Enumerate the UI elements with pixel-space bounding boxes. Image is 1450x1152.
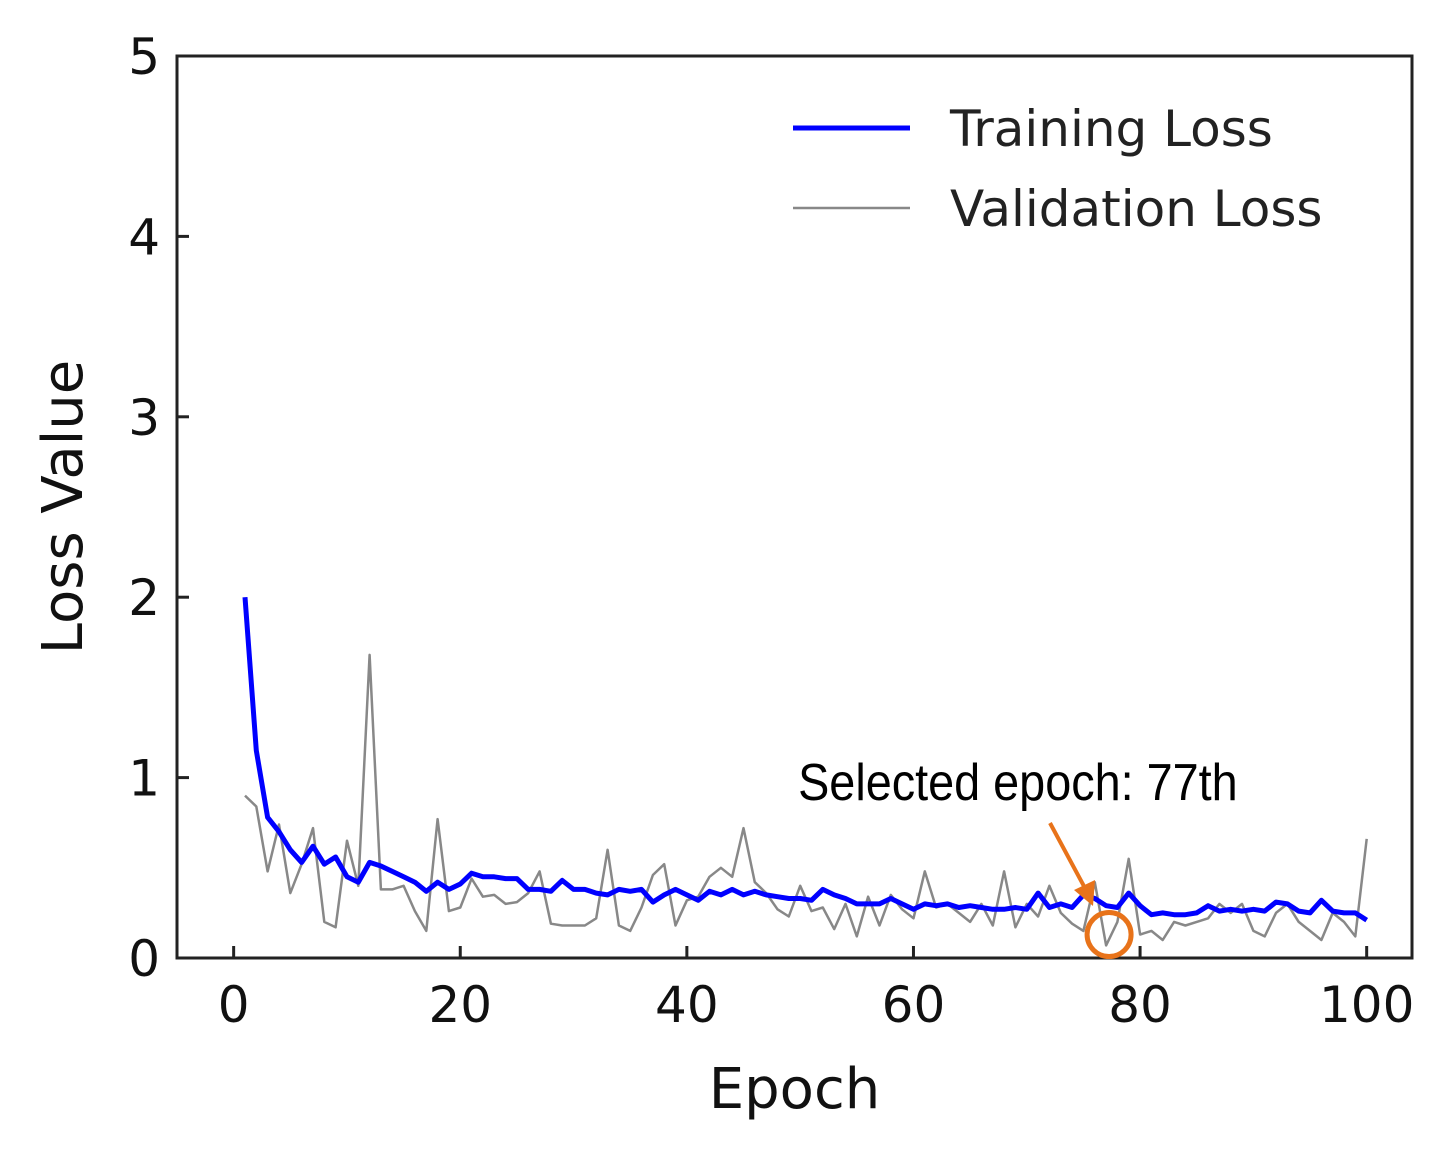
y-tick-label: 1 (128, 750, 160, 808)
selected-epoch-arrowhead (1074, 880, 1095, 906)
axes: 0 20 40 60 80 100 0 1 2 3 4 5 Epoch Loss Value (31, 28, 1414, 1122)
x-axis-label: Epoch (709, 1057, 880, 1122)
y-tick-label: 0 (128, 930, 160, 988)
x-tick-label: 80 (1108, 976, 1172, 1034)
x-tick-label: 40 (655, 976, 719, 1034)
legend: Training Loss Validation Loss (793, 100, 1322, 238)
x-tick-label: 60 (882, 976, 946, 1034)
y-tick-label: 3 (128, 389, 160, 447)
plot-frame (175, 54, 1414, 960)
selected-epoch-arrow (1048, 822, 1088, 891)
y-tick-label: 5 (128, 28, 160, 86)
plot-area (242, 597, 1369, 947)
selected-epoch-label: Selected epoch: 77th (798, 754, 1238, 812)
selected-epoch-marker (1084, 910, 1134, 960)
x-tick-label: 20 (428, 976, 492, 1034)
legend-training-label: Training Loss (949, 100, 1273, 158)
y-axis-label: Loss Value (31, 360, 96, 654)
training-loss-line (242, 597, 1369, 923)
legend-validation-label: Validation Loss (950, 180, 1322, 238)
annotation: Selected epoch: 77th (798, 754, 1238, 960)
x-tick-label: 0 (218, 976, 250, 1034)
y-tick-label: 2 (128, 569, 160, 627)
y-tick-label: 4 (128, 208, 160, 266)
x-tick-label: 100 (1319, 976, 1414, 1034)
